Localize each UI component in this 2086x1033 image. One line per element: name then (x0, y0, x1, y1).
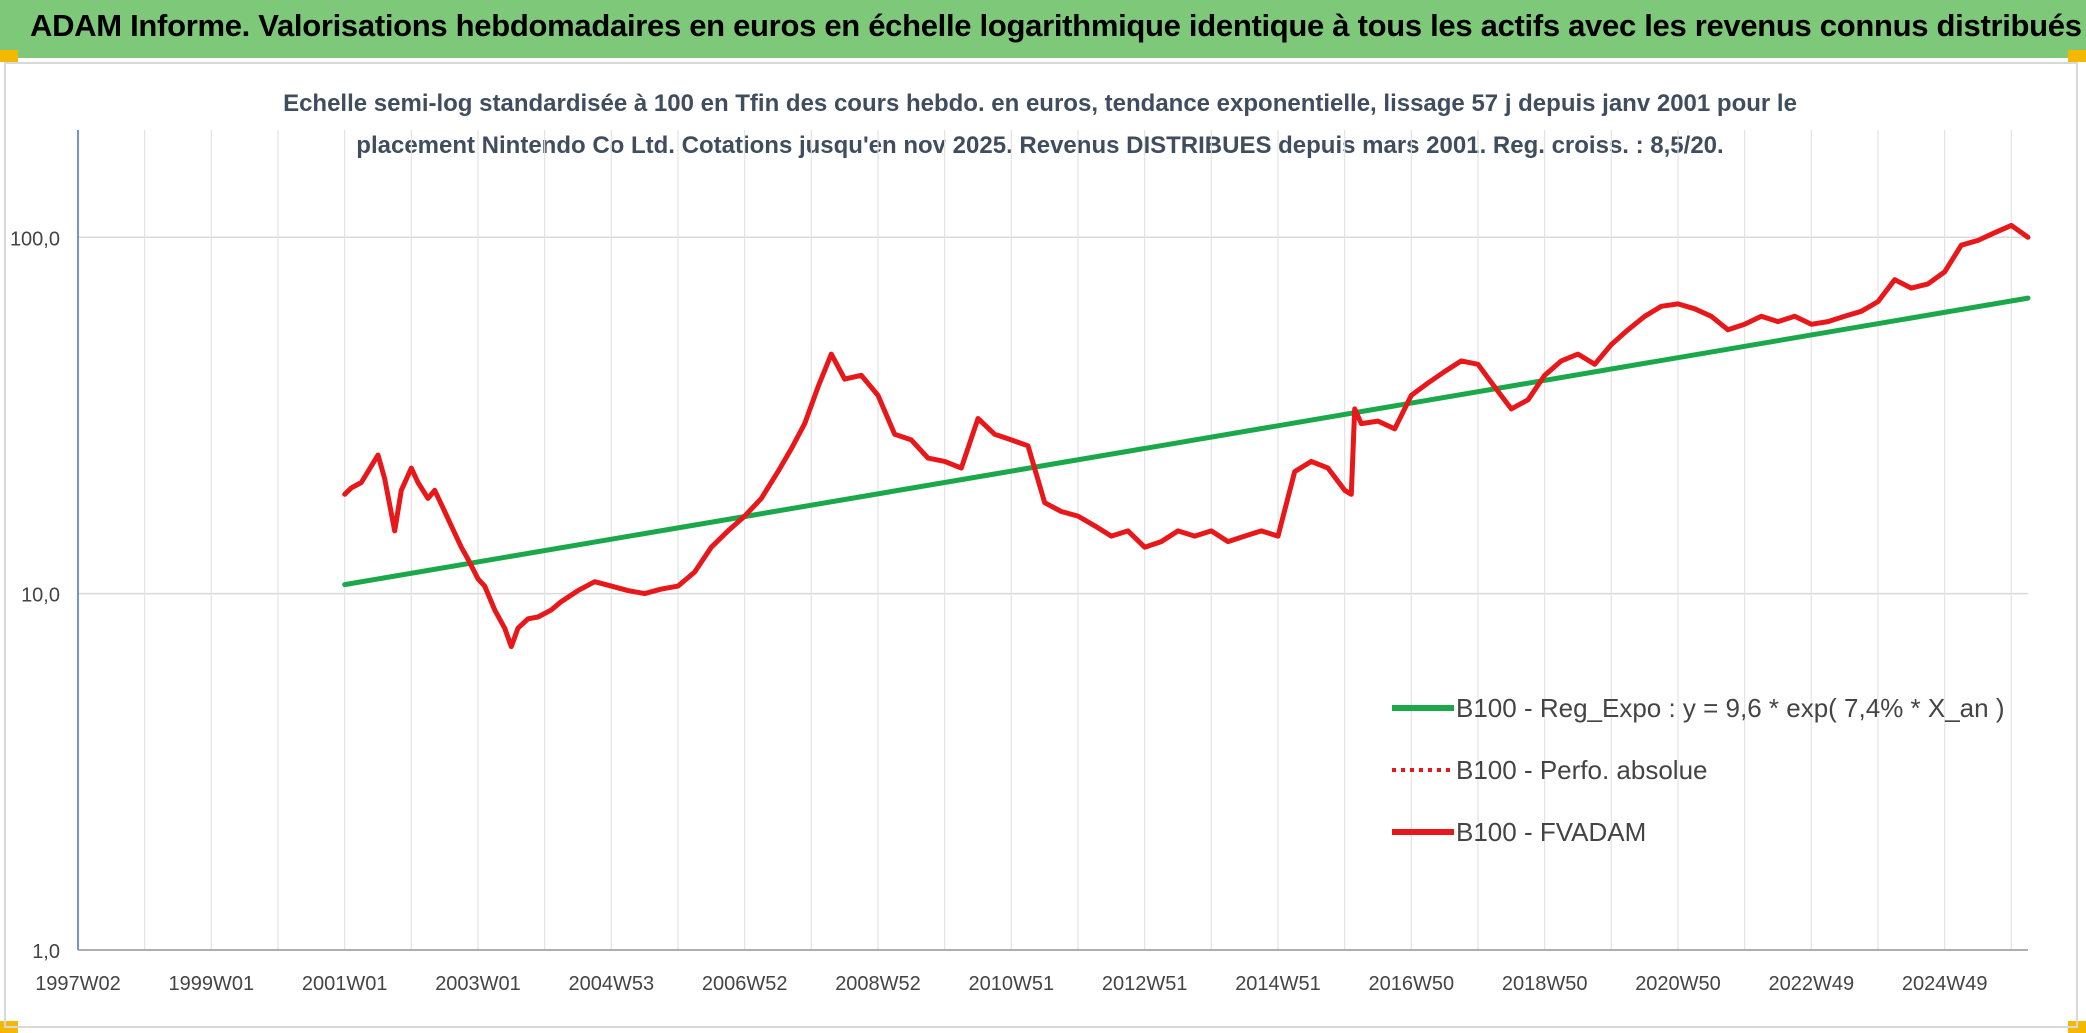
title-banner: ADAM Informe. Valorisations hebdomadaire… (0, 0, 2086, 58)
x-tick-label: 2010W51 (969, 973, 1055, 995)
x-tick-label: 2020W50 (1635, 973, 1721, 995)
series-line-2 (342, 222, 2031, 650)
x-tick-label: 2022W49 (1769, 973, 1855, 995)
x-tick-label: 1999W01 (169, 973, 255, 995)
series-line-0 (342, 295, 2031, 588)
x-tick-label: 2018W50 (1502, 973, 1588, 995)
corner-marker-right (2068, 50, 2086, 62)
x-tick-label: 2014W51 (1235, 973, 1321, 995)
x-tick-label: 2004W53 (569, 973, 655, 995)
chart-frame (4, 62, 2078, 1028)
y-tick-label: 1,0 (32, 941, 60, 963)
x-tick-label: 2012W51 (1102, 973, 1188, 995)
legend: B100 - Reg_Expo : y = 9,6 * exp( 7,4% * … (1392, 693, 2005, 847)
legend-label-1: B100 - Perfo. absolue (1456, 755, 1708, 785)
y-tick-label: 100,0 (10, 228, 60, 250)
chart-subtitle-line1: Echelle semi-log standardisée à 100 en T… (283, 90, 1797, 117)
x-tick-label: 2024W49 (1902, 973, 1988, 995)
x-tick-label: 2001W01 (302, 973, 388, 995)
axes: 1,0 10,0 100,0 1997W02 1999W01 2001W01 2003W01… (10, 130, 2028, 995)
chart-subtitle-line2: placement Nintendo Co Ltd. Cotations jus… (356, 132, 1724, 159)
legend-label-0: B100 - Reg_Expo : y = 9,6 * exp( 7,4% * … (1456, 693, 2005, 723)
x-tick-label: 2008W52 (835, 973, 921, 995)
x-tick-label: 1997W02 (35, 973, 121, 995)
banner-title: ADAM Informe. Valorisations hebdomadaire… (30, 8, 2082, 43)
x-tick-label: 2006W52 (702, 973, 788, 995)
legend-label-2: B100 - FVADAM (1456, 817, 1646, 847)
x-tick-label: 2016W50 (1369, 973, 1455, 995)
y-tick-label: 10,0 (21, 585, 60, 607)
x-tick-label: 2003W01 (435, 973, 521, 995)
grid (77, 130, 2028, 951)
series-layer (342, 222, 2031, 650)
corner-marker-left (0, 50, 18, 62)
